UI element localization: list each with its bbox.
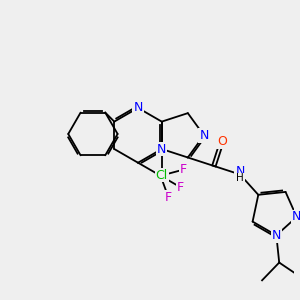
Text: F: F: [179, 163, 187, 176]
Text: N: N: [157, 142, 167, 155]
Text: H: H: [236, 173, 244, 183]
Text: Cl: Cl: [156, 169, 168, 182]
Text: N: N: [235, 165, 245, 178]
Text: O: O: [217, 135, 227, 148]
Text: N: N: [133, 101, 143, 114]
Text: N: N: [272, 229, 281, 242]
Text: F: F: [177, 181, 184, 194]
Text: N: N: [292, 211, 300, 224]
Text: N: N: [199, 129, 208, 142]
Text: F: F: [165, 191, 172, 204]
